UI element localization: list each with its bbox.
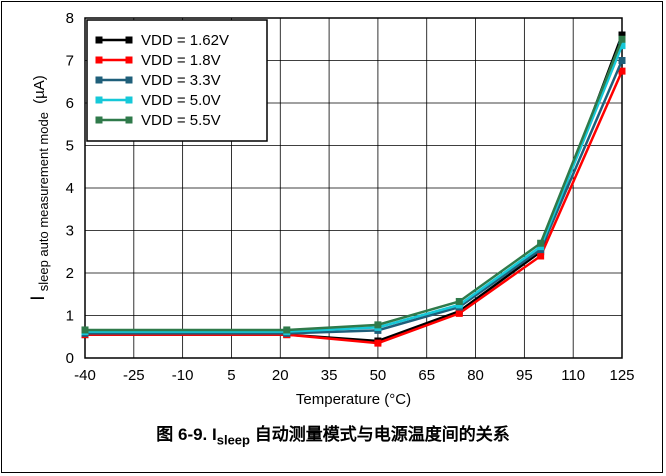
x-tick-label: 20 <box>272 367 289 384</box>
y-tick-label: 5 <box>66 138 74 155</box>
series-point <box>537 252 545 260</box>
series-point <box>455 309 463 317</box>
x-tick-label: 80 <box>467 367 484 384</box>
y-tick-label: 2 <box>66 265 74 282</box>
y-tick-label: 8 <box>66 10 74 27</box>
y-axis-label: I sleep auto measurement mode (µA) <box>28 75 52 300</box>
series-point <box>81 326 89 334</box>
y-tick-label: 0 <box>66 350 74 367</box>
legend-swatch-marker <box>125 116 133 124</box>
series-point <box>374 321 382 329</box>
y-axis-label-unit: (µA) <box>31 75 48 104</box>
legend-swatch-marker <box>95 116 103 124</box>
series-layer <box>81 31 626 347</box>
legend-swatch-marker <box>125 96 133 104</box>
caption-suffix: 自动测量模式与电源温度间的关系 <box>249 425 510 444</box>
legend-swatch-marker <box>95 76 103 84</box>
y-tick-label: 3 <box>66 223 74 240</box>
y-axis-label-sub: sleep auto measurement mode <box>36 112 51 291</box>
series-line <box>85 45 624 333</box>
legend: VDD = 1.62V VDD = 1.8V VDD = 3.3V VDD = 5.0… <box>86 19 268 142</box>
x-tick-label: -10 <box>172 367 194 384</box>
legend-swatch-marker <box>95 56 103 64</box>
plot-area <box>84 17 623 359</box>
caption-sub: sleep <box>216 432 250 448</box>
legend-swatch-marker <box>95 96 103 104</box>
series-line <box>85 38 624 332</box>
x-tick-label: 5 <box>227 367 235 384</box>
series-point <box>618 35 626 43</box>
series-point <box>618 31 626 39</box>
series-point <box>618 67 626 75</box>
x-axis-label: Temperature (°C) <box>296 391 411 408</box>
series-point <box>283 326 291 334</box>
series-line <box>85 70 624 345</box>
series-point <box>374 339 382 347</box>
legend-swatch-marker <box>125 76 133 84</box>
x-tick-label: 65 <box>418 367 435 384</box>
figure-caption: 图 6-9. Isleep 自动测量模式与电源温度间的关系 <box>0 420 666 447</box>
y-tick-label: 4 <box>66 180 74 197</box>
y-axis-label-main: I <box>28 295 49 300</box>
y-tick-label: 7 <box>66 53 74 70</box>
y-tick-label: 1 <box>66 308 74 325</box>
legend-entry: VDD = 5.0V <box>141 92 221 109</box>
legend-entry: VDD = 3.3V <box>141 72 221 89</box>
x-tick-label: -25 <box>123 367 145 384</box>
y-tick-label: 6 <box>66 95 74 112</box>
legend-entry: VDD = 5.5V <box>141 112 221 129</box>
series-point <box>618 57 626 64</box>
x-tick-label: 110 <box>561 367 585 384</box>
x-tick-label: 95 <box>516 367 533 384</box>
legend-swatch-marker <box>125 56 133 64</box>
series-line <box>85 60 624 335</box>
x-tick-label: 125 <box>609 367 634 384</box>
legend-entry: VDD = 1.62V <box>141 32 229 49</box>
series-point <box>455 297 463 305</box>
x-tick-label: 35 <box>321 367 338 384</box>
series-point <box>618 42 626 50</box>
legend-entry: VDD = 1.8V <box>141 52 221 69</box>
x-tick-label: -40 <box>74 367 96 384</box>
legend-swatch-marker <box>125 36 133 44</box>
legend-swatch-marker <box>95 36 103 44</box>
tick-labels: -40 -25 -10 5 20 35 50 65 80 95 110 125 0 1 2 3 4 5 6 7 8 <box>66 10 635 384</box>
series-point <box>537 239 545 247</box>
caption-prefix: 图 6-9. I <box>156 425 217 444</box>
x-tick-label: 50 <box>370 367 387 384</box>
